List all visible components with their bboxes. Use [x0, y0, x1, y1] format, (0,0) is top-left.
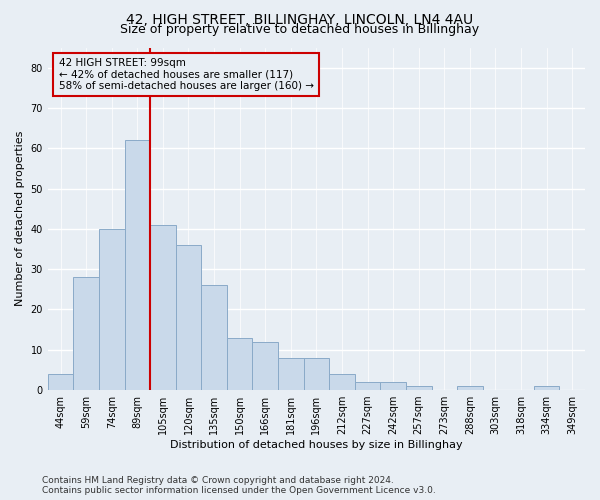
Bar — [304, 358, 329, 390]
Text: Size of property relative to detached houses in Billinghay: Size of property relative to detached ho… — [121, 22, 479, 36]
Text: Contains HM Land Registry data © Crown copyright and database right 2024.: Contains HM Land Registry data © Crown c… — [42, 476, 394, 485]
Text: 42 HIGH STREET: 99sqm
← 42% of detached houses are smaller (117)
58% of semi-det: 42 HIGH STREET: 99sqm ← 42% of detached … — [59, 58, 314, 91]
Bar — [278, 358, 304, 390]
Bar — [406, 386, 431, 390]
Bar — [99, 229, 125, 390]
Bar — [534, 386, 559, 390]
Bar — [227, 338, 253, 390]
Bar — [253, 342, 278, 390]
Bar — [150, 225, 176, 390]
Bar — [176, 245, 201, 390]
Y-axis label: Number of detached properties: Number of detached properties — [15, 131, 25, 306]
Bar — [73, 277, 99, 390]
Text: 42, HIGH STREET, BILLINGHAY, LINCOLN, LN4 4AU: 42, HIGH STREET, BILLINGHAY, LINCOLN, LN… — [127, 12, 473, 26]
Bar — [380, 382, 406, 390]
Bar — [125, 140, 150, 390]
Text: Contains public sector information licensed under the Open Government Licence v3: Contains public sector information licen… — [42, 486, 436, 495]
Bar — [329, 374, 355, 390]
X-axis label: Distribution of detached houses by size in Billinghay: Distribution of detached houses by size … — [170, 440, 463, 450]
Bar — [457, 386, 482, 390]
Bar — [201, 286, 227, 390]
Bar — [355, 382, 380, 390]
Bar — [48, 374, 73, 390]
